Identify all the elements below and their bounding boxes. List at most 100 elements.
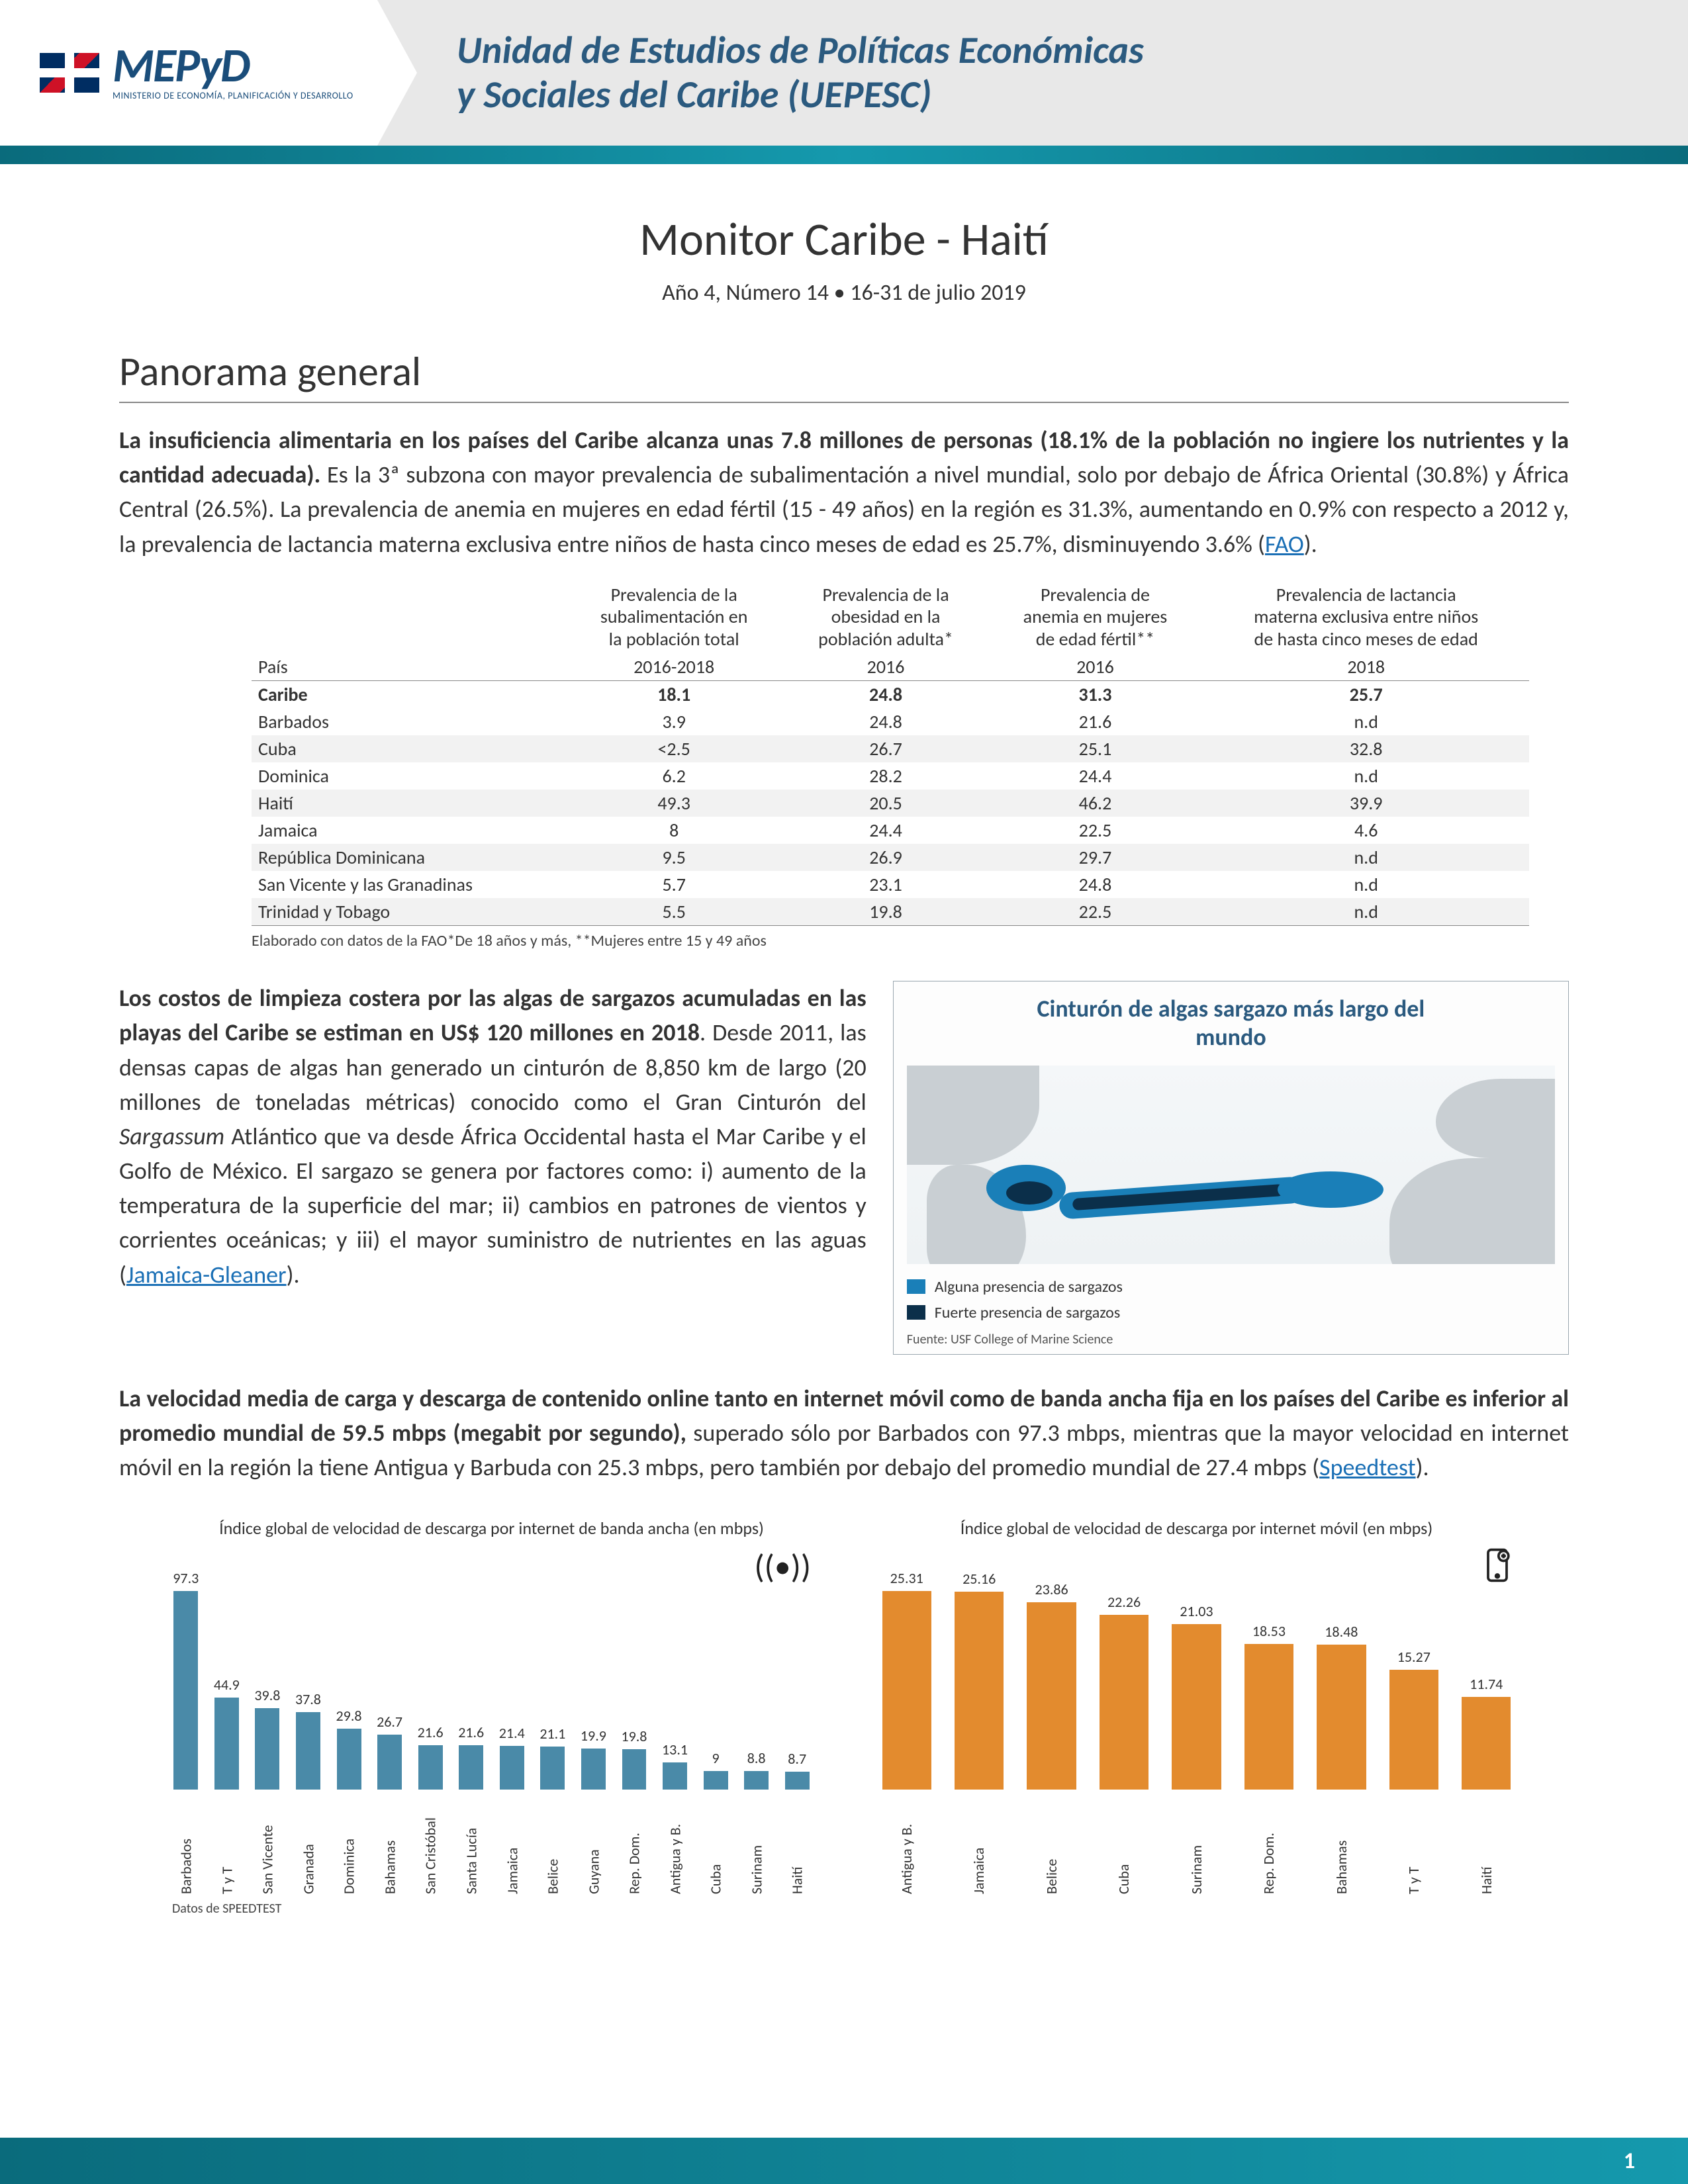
legend-row-2: Fuerte presencia de sargazos — [907, 1303, 1555, 1322]
bar-rect — [540, 1747, 565, 1790]
table-cell: Trinidad y Tobago — [252, 898, 564, 926]
table-cell: 9.5 — [564, 844, 784, 871]
bar-value: 18.48 — [1325, 1623, 1358, 1641]
table-cell: 5.7 — [564, 871, 784, 898]
table-cell: 24.8 — [784, 708, 988, 735]
bar: 18.48 — [1305, 1623, 1378, 1790]
table-cell: Dominica — [252, 762, 564, 790]
bar-rect — [785, 1772, 810, 1790]
doc-title: Monitor Caribe - Haití — [119, 210, 1569, 267]
bar-value: 29.8 — [336, 1707, 362, 1725]
table-row: Barbados3.924.821.6n.d — [252, 708, 1529, 735]
th-yr3: 2016 — [988, 653, 1203, 681]
table-row: República Dominicana9.526.929.7n.d — [252, 844, 1529, 871]
bar-value: 25.31 — [890, 1569, 923, 1587]
bar-value: 22.26 — [1107, 1593, 1141, 1611]
fao-link[interactable]: FAO — [1265, 529, 1304, 559]
chart-mob-bars: 25.3125.1623.8622.2621.0318.5318.4815.27… — [864, 1551, 1529, 1790]
bar-value: 19.9 — [581, 1727, 606, 1745]
table-cell: 6.2 — [564, 762, 784, 790]
bar-label: Guyana — [573, 1795, 614, 1894]
bar: 19.9 — [573, 1727, 614, 1789]
teal-strip — [0, 146, 1688, 164]
chart-mobile: Índice global de velocidad de descarga p… — [864, 1518, 1529, 1917]
th-yr1: 2016-2018 — [564, 653, 784, 681]
bar: 44.9 — [207, 1676, 248, 1789]
bar-rect — [622, 1749, 647, 1790]
table-cell: n.d — [1203, 898, 1529, 926]
table-cell: 24.4 — [988, 762, 1203, 790]
table-cell: República Dominicana — [252, 844, 564, 871]
table-cell: n.d — [1203, 871, 1529, 898]
bar-value: 15.27 — [1397, 1648, 1430, 1666]
bar-rect — [744, 1771, 769, 1789]
bar-value: 21.4 — [499, 1724, 525, 1742]
bar: 8.7 — [776, 1750, 818, 1790]
table-row: San Vicente y las Granadinas5.723.124.8n… — [252, 871, 1529, 898]
bar-value: 19.8 — [621, 1727, 647, 1745]
table-cell: 19.8 — [784, 898, 988, 926]
header: MEPyD MINISTERIO DE ECONOMÍA, PLANIFICAC… — [0, 0, 1688, 146]
table-cell: 26.7 — [784, 735, 988, 762]
header-title-l1: Unidad de Estudios de Políticas Económic… — [457, 26, 1144, 73]
sargassum-section: Los costos de limpieza costera por las a… — [119, 981, 1569, 1354]
bar-label: Bahamas — [1305, 1795, 1378, 1894]
bar: 37.8 — [288, 1690, 329, 1790]
th-col2: Prevalencia de laobesidad en lapoblación… — [784, 581, 988, 653]
table-cell: 24.4 — [784, 817, 988, 844]
table-cell: n.d — [1203, 762, 1529, 790]
bar-rect — [1244, 1644, 1293, 1790]
bar: 15.27 — [1378, 1648, 1450, 1790]
bar-value: 9 — [712, 1749, 720, 1767]
sarg-italic: Sargassum — [119, 1122, 224, 1151]
bar-rect — [663, 1762, 687, 1789]
bar: 25.16 — [943, 1570, 1015, 1789]
table-cell: 18.1 — [564, 681, 784, 709]
table-row: Dominica6.228.224.4n.d — [252, 762, 1529, 790]
page: MEPyD MINISTERIO DE ECONOMÍA, PLANIFICAC… — [0, 0, 1688, 2184]
page-number: 1 — [1624, 2148, 1635, 2175]
footer: 1 — [0, 2138, 1688, 2184]
bar-label: Surinam — [736, 1795, 777, 1894]
speed-paragraph: La velocidad media de carga y descarga d… — [119, 1381, 1569, 1485]
map-title: Cinturón de algas sargazo más largo delm… — [907, 995, 1555, 1052]
bar-label: T y T — [207, 1795, 248, 1894]
table-row: Jamaica824.422.54.6 — [252, 817, 1529, 844]
bar: 21.1 — [532, 1725, 573, 1790]
bar: 21.4 — [492, 1724, 533, 1790]
bar-label: T y T — [1378, 1795, 1450, 1894]
chart-mob-labels: Antigua y B.JamaicaBeliceCubaSurinamRep.… — [864, 1795, 1529, 1894]
bar-value: 11.74 — [1470, 1675, 1503, 1693]
doc-subtitle: Año 4, Número 14 • 16-31 de julio 2019 — [119, 279, 1569, 306]
bar-value: 44.9 — [214, 1676, 240, 1694]
table-cell: 21.6 — [988, 708, 1203, 735]
bar-label: Antigua y B. — [870, 1795, 943, 1894]
table-footnote: Elaborado con datos de la FAO*De 18 años… — [252, 931, 1569, 950]
lead-rest: Es la 3ª subzona con mayor prevalencia d… — [119, 460, 1569, 558]
table-row: Caribe18.124.831.325.7 — [252, 681, 1529, 709]
bar-rect — [1100, 1615, 1149, 1790]
bar-rect — [1027, 1602, 1076, 1790]
table-cell: San Vicente y las Granadinas — [252, 871, 564, 898]
table-cell: 8 — [564, 817, 784, 844]
th-col3: Prevalencia deanemia en mujeresde edad f… — [988, 581, 1203, 653]
table-cell: 5.5 — [564, 898, 784, 926]
bar-label: Cuba — [1088, 1795, 1160, 1894]
table-cell: 46.2 — [988, 790, 1203, 817]
table-row: Haití49.320.546.239.9 — [252, 790, 1529, 817]
bar-label: Santa Lucía — [451, 1795, 492, 1894]
bar-value: 21.03 — [1180, 1602, 1213, 1620]
bar-rect — [377, 1735, 402, 1789]
gleaner-link[interactable]: Jamaica-Gleaner — [126, 1260, 287, 1289]
bar-value: 23.86 — [1035, 1580, 1068, 1598]
table-cell: Cuba — [252, 735, 564, 762]
bar-rect — [1317, 1645, 1366, 1790]
logo-block: MEPyD MINISTERIO DE ECONOMÍA, PLANIFICAC… — [0, 0, 377, 146]
bar-rect — [1389, 1670, 1438, 1790]
map-legend: Alguna presencia de sargazos Fuerte pres… — [907, 1277, 1555, 1322]
speedtest-link[interactable]: Speedtest — [1319, 1453, 1416, 1482]
bar-label: Haití — [1450, 1795, 1523, 1894]
table-cell: n.d — [1203, 844, 1529, 871]
bar: 26.7 — [369, 1713, 410, 1789]
chart-source: Datos de SPEEDTEST — [172, 1901, 824, 1917]
